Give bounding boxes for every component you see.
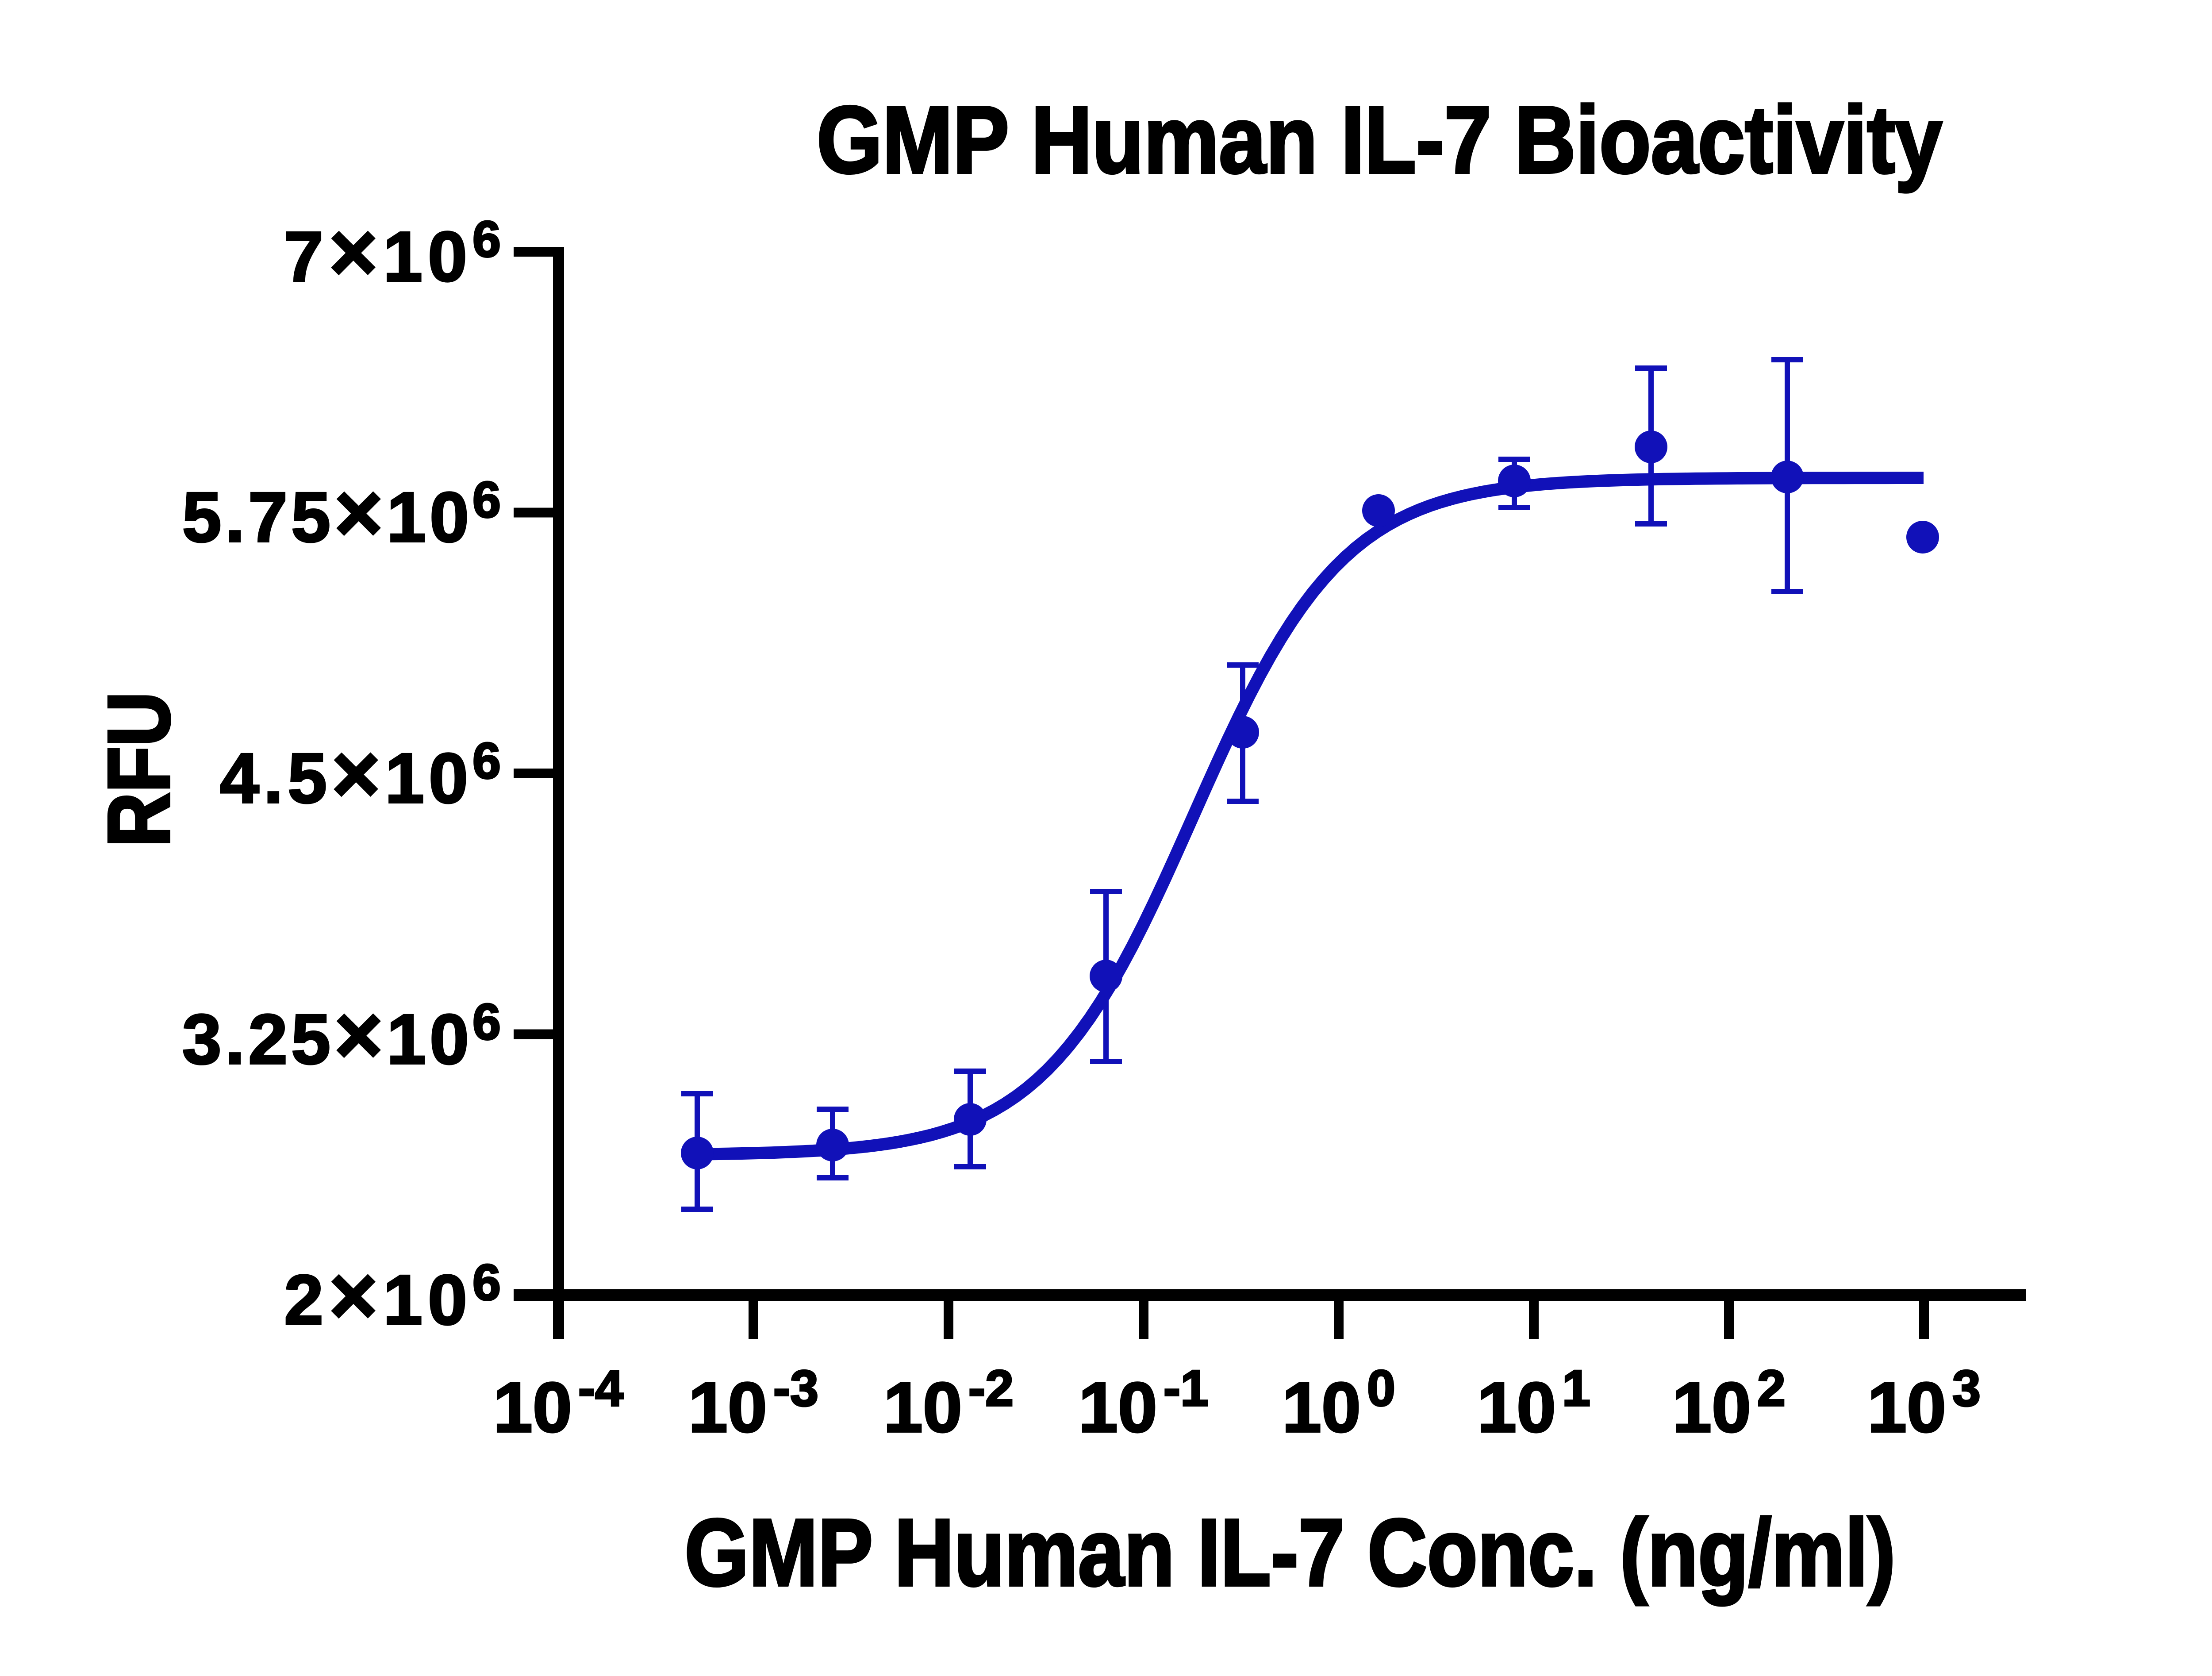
svg-text:10-2: 10 -2 — [883, 1360, 1014, 1447]
svg-text:5.75×106: 5.75×106 — [182, 466, 501, 560]
svg-text:2×106: 2×106 — [284, 1249, 501, 1342]
svg-text:GMP Human IL-7 Conc. (ng/ml): GMP Human IL-7 Conc. (ng/ml) — [685, 1499, 1896, 1606]
svg-text:3.25×106: 3.25×106 — [182, 988, 501, 1082]
svg-text:7×106: 7×106 — [284, 205, 501, 299]
svg-text:10-4: 10 -4 — [493, 1360, 623, 1447]
svg-text:4.5×106: 4.5×106 — [220, 727, 501, 821]
svg-text:10-3: 10 -3 — [688, 1360, 818, 1447]
svg-text:RFU: RFU — [90, 692, 188, 847]
svg-text:GMP Human IL-7 Bioactivity: GMP Human IL-7 Bioactivity — [817, 86, 1942, 193]
